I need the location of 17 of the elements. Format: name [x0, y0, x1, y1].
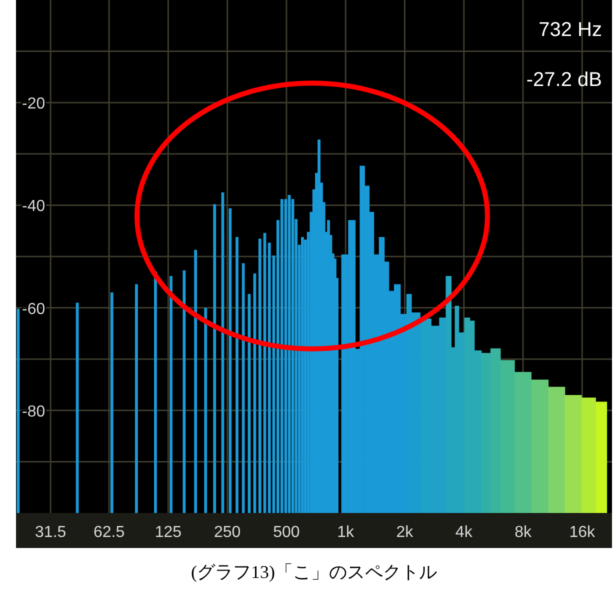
x-tick-label: 31.5: [35, 524, 66, 541]
annotation: 732 Hz: [538, 19, 602, 41]
y-tick-label: -40: [22, 198, 46, 216]
x-tick-label: 125: [154, 524, 182, 541]
x-tick-label: 1k: [337, 524, 356, 541]
x-tick-label: 16k: [569, 524, 596, 541]
x-tick-label: 8k: [514, 524, 532, 541]
x-tick-label: 250: [214, 524, 241, 541]
x-tick-label: 62.5: [93, 524, 125, 541]
x-tick-label: 4k: [455, 524, 474, 541]
x-tick-label: 500: [273, 524, 300, 541]
y-tick-label: -20: [22, 96, 46, 113]
annotation: -27.2 dB: [526, 69, 602, 91]
y-tick-label: -80: [22, 403, 46, 420]
text: (グラフ13)「こ」のスペクトル: [191, 562, 437, 582]
x-tick-label: 2k: [396, 524, 414, 541]
y-tick-label: -60: [22, 300, 46, 318]
